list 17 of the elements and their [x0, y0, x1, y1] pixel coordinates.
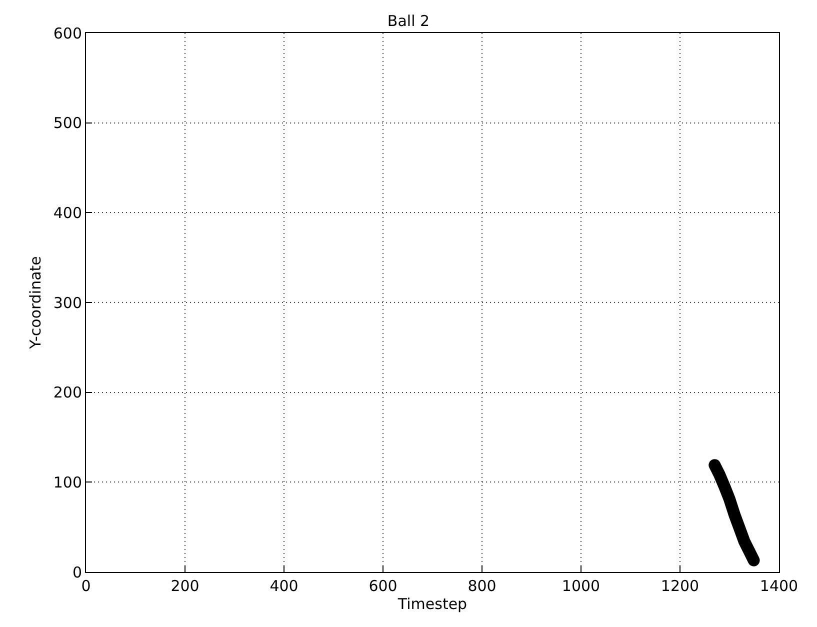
y-tick-label: 0	[72, 563, 82, 582]
x-tick-label: 1400	[760, 577, 798, 595]
y-tick-label: 400	[53, 204, 82, 222]
x-tick-label: 400	[270, 577, 298, 595]
chart-title: Ball 2	[387, 12, 430, 30]
y-tick-label: 100	[53, 473, 82, 492]
x-tick-label: 1200	[660, 577, 700, 595]
x-axis-title: Timestep	[396, 595, 468, 613]
x-tick-label: 1000	[562, 577, 600, 595]
x-tick-label: 600	[368, 577, 398, 595]
y-axis-title: Y-coordinate	[26, 256, 45, 350]
y-tick-label: 300	[53, 294, 82, 312]
y-tick-label: 600	[53, 24, 82, 42]
y-tick-label: 500	[53, 114, 82, 132]
x-tick-label: 800	[468, 577, 496, 595]
x-tick-label: 200	[170, 577, 200, 595]
y-tick-label: 200	[53, 384, 82, 402]
